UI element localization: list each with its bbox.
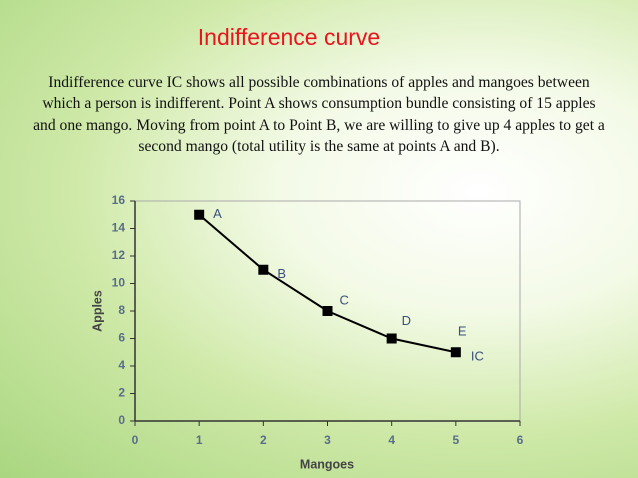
- x-tick-label: 4: [388, 433, 395, 447]
- y-tick-label: 12: [112, 248, 126, 262]
- x-tick-label: 1: [196, 433, 203, 447]
- y-tick-label: 16: [112, 193, 126, 207]
- x-tick-label: 0: [132, 433, 139, 447]
- slide-text: Indifference curve IC shows all possible…: [33, 74, 605, 156]
- x-tick-label: 5: [452, 433, 459, 447]
- y-tick-label: 0: [118, 413, 125, 427]
- x-tick-label: 2: [260, 433, 267, 447]
- point-label: B: [277, 266, 286, 281]
- y-axis-label: Apples: [90, 290, 104, 332]
- x-axis-label: Mangoes: [300, 457, 354, 471]
- point-label: A: [213, 206, 222, 221]
- marker: [322, 306, 333, 316]
- series-label: IC: [471, 349, 484, 364]
- x-tick-label: 6: [517, 433, 524, 447]
- y-tick-label: 8: [118, 303, 125, 317]
- marker: [386, 333, 397, 344]
- slide-title: Indifference curve: [197, 24, 381, 50]
- x-tick-label: 3: [324, 433, 331, 447]
- point-label: D: [402, 313, 411, 328]
- y-tick-label: 10: [112, 276, 126, 290]
- y-tick-label: 2: [118, 386, 125, 400]
- y-tick-label: 14: [112, 221, 126, 235]
- marker: [450, 347, 461, 358]
- y-tick-label: 6: [118, 331, 125, 345]
- marker: [258, 264, 269, 275]
- point-label: E: [458, 324, 467, 339]
- y-tick-label: 4: [118, 358, 125, 372]
- marker: [194, 209, 205, 220]
- curve: [198, 213, 457, 354]
- point-label: C: [340, 292, 349, 307]
